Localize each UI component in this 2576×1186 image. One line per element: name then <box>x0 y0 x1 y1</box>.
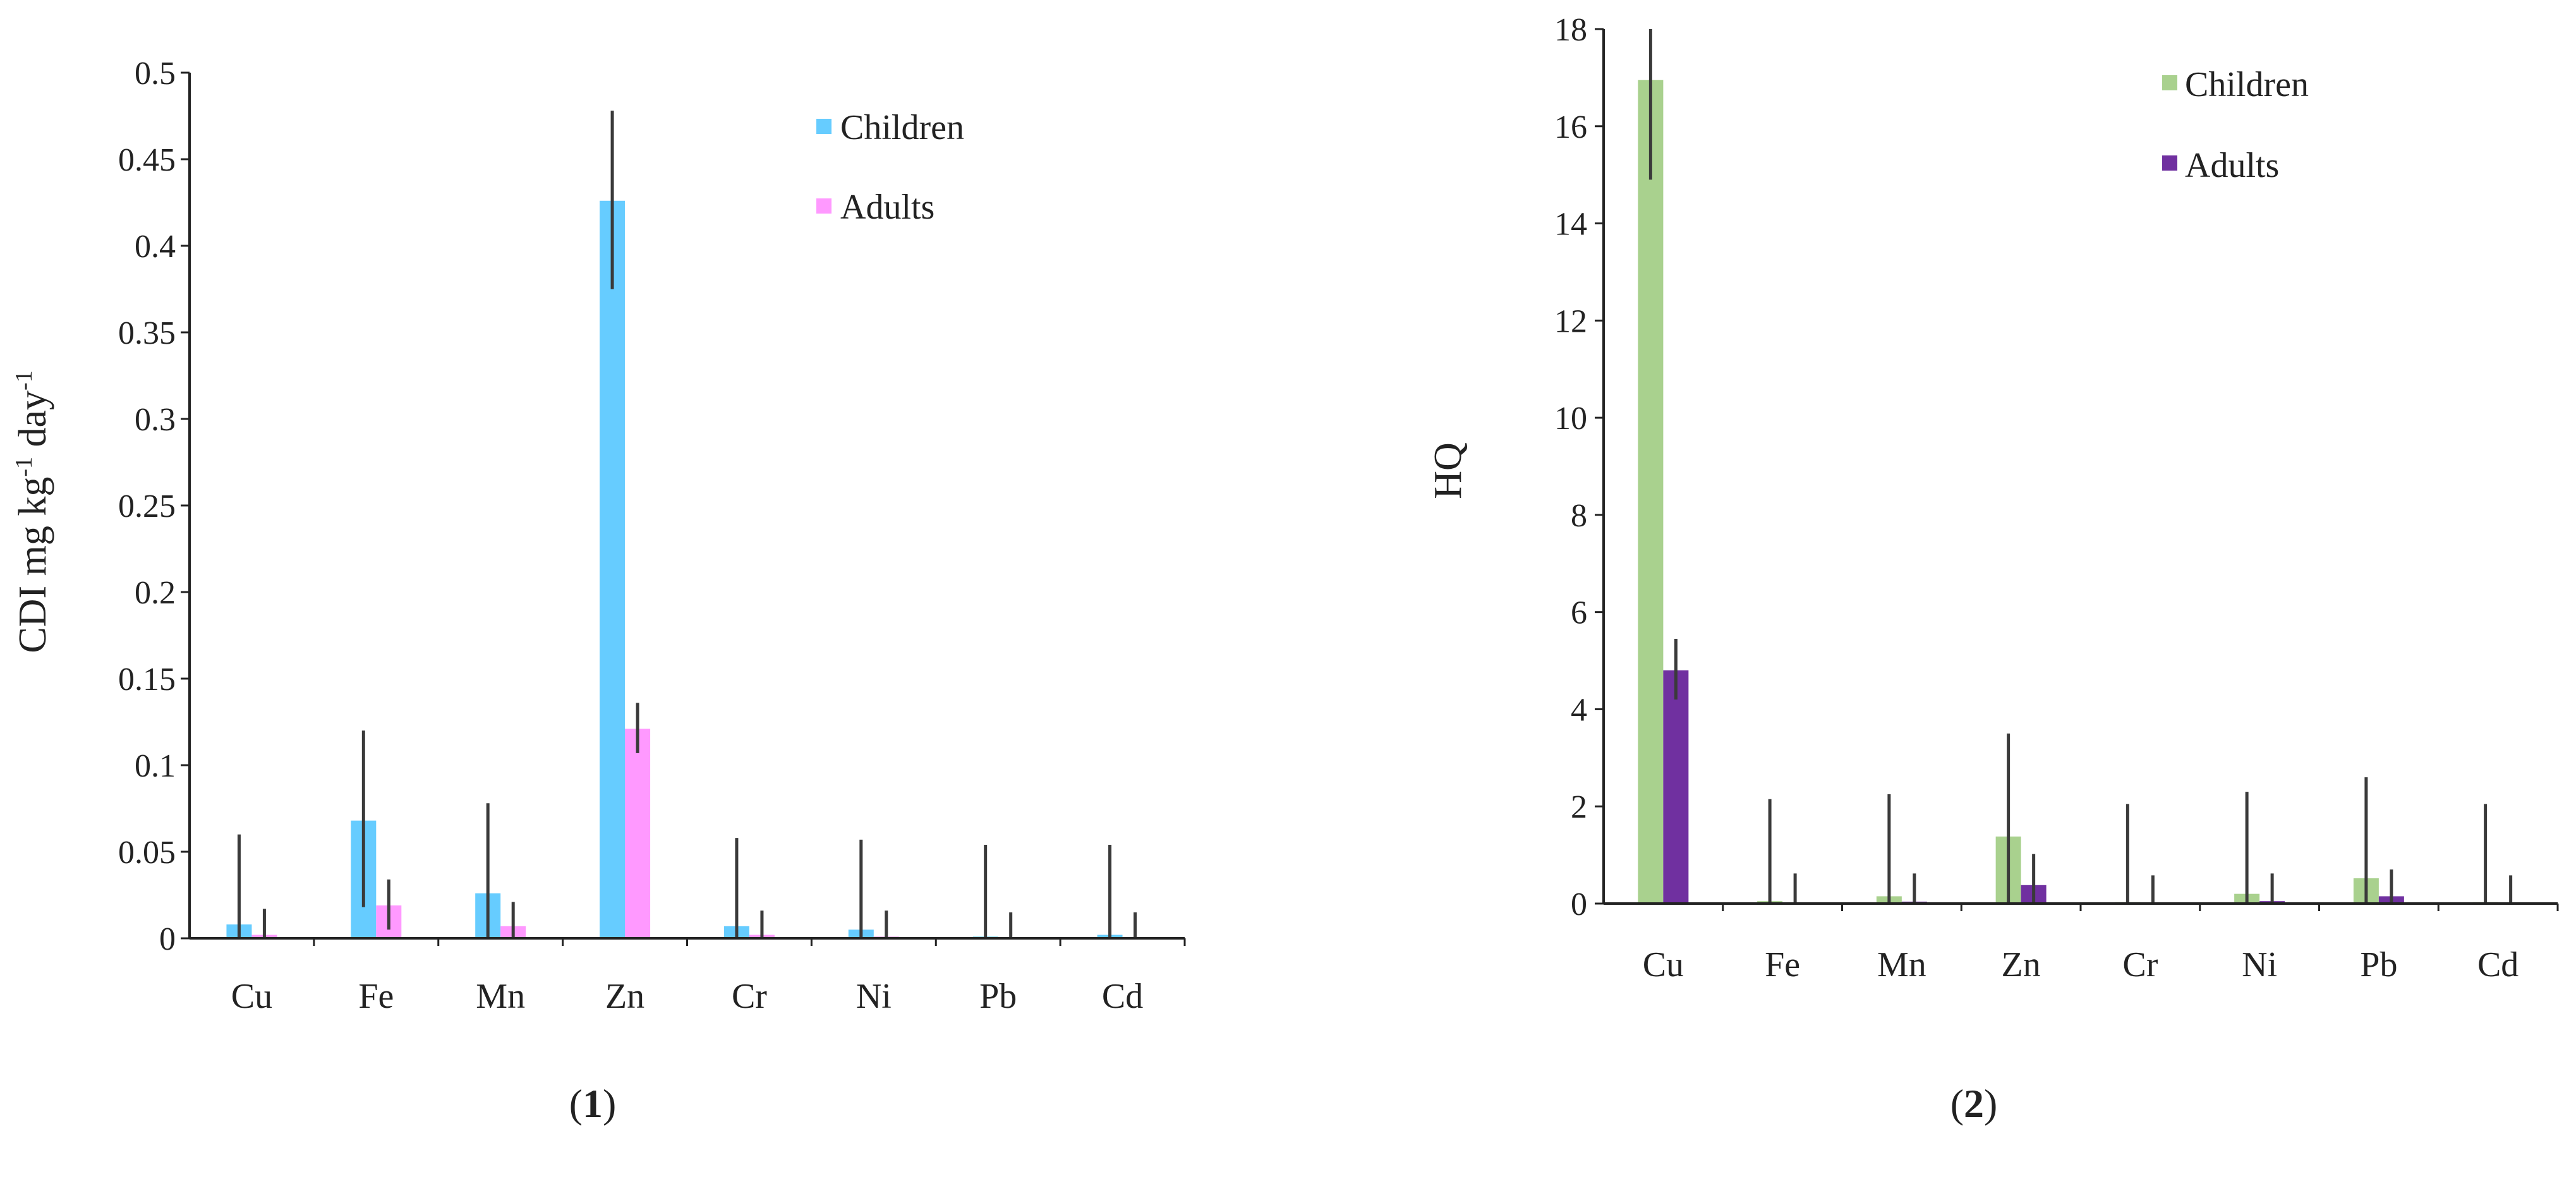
chart2-legend-label-adults: Adults <box>2185 146 2279 185</box>
chart2-bar-children-cu <box>1638 80 1664 904</box>
chart2-bar-adults-cu <box>1663 670 1689 904</box>
chart2-category-pb: Pb <box>2360 945 2397 984</box>
chart2-bars <box>1638 80 2524 904</box>
chart1-y-tick-label: 0.4 <box>135 229 176 265</box>
chart2-y-tick-label: 10 <box>1554 401 1587 437</box>
chart1-category-mn: Mn <box>476 977 525 1016</box>
chart1-legend-swatch-adults <box>816 198 831 214</box>
chart1-y-tick-label: 0.15 <box>118 662 176 698</box>
chart2-error-bars <box>1648 29 2513 904</box>
chart1-y-tick-label: 0.1 <box>135 748 176 784</box>
chart1-bar-adults-zn <box>625 729 651 938</box>
chart2-y-axis-label: HQ <box>1427 442 1470 499</box>
chart2-legend-label-children: Children <box>2185 65 2309 104</box>
chart1-legend-label-adults: Adults <box>840 188 934 227</box>
chart2-y-tick-label: 4 <box>1571 692 1587 728</box>
chart1-category-labels: Cu Fe Mn Zn Cr Ni Pb Cd <box>231 938 1186 1016</box>
chart1-category-cd: Cd <box>1102 977 1143 1016</box>
chart2-y-tick-label: 16 <box>1554 109 1587 145</box>
chart1-category-zn: Zn <box>605 977 644 1016</box>
chart1-y-axis-label: CDI mg kg-1 day-1 <box>11 370 54 653</box>
chart1-panel-label: (1) <box>569 1081 617 1126</box>
chart1-y-tick-label: 0.35 <box>118 315 176 351</box>
chart1-category-cu: Cu <box>231 977 272 1016</box>
chart1-y-tick-label: 0 <box>159 921 176 957</box>
chart2-category-fe: Fe <box>1765 945 1800 984</box>
chart2-y-tick-label: 2 <box>1571 789 1587 825</box>
chart1-legend-label-children: Children <box>840 108 964 147</box>
chart2-category-cd: Cd <box>2477 945 2519 984</box>
chart1-y-ticks: 0 0.05 0.1 0.15 0.2 0.25 0.3 0.35 0.4 0.45 0.5 <box>118 56 190 957</box>
chart2-category-mn: Mn <box>1877 945 1926 984</box>
chart-hq: 0 2 4 6 8 10 12 14 16 18 Cu Fe Mn Zn Cr Ni Pb Cd HQ Chil… <box>1427 12 2559 1126</box>
chart2-legend-swatch-children <box>2162 75 2177 90</box>
chart2-category-cr: Cr <box>2122 945 2158 984</box>
chart1-category-ni: Ni <box>856 977 892 1016</box>
chart1-y-tick-label: 0.45 <box>118 142 176 178</box>
chart2-legend: Children Adults <box>2162 65 2309 185</box>
chart1-y-tick-label: 0.2 <box>135 575 176 611</box>
chart1-y-tick-label: 0.3 <box>135 402 176 438</box>
chart1-y-tick-label: 0.05 <box>118 835 176 871</box>
chart2-y-tick-label: 6 <box>1571 595 1587 631</box>
chart1-bar-children-zn <box>600 200 626 938</box>
chart2-category-zn: Zn <box>2002 945 2041 984</box>
chart1-category-pb: Pb <box>979 977 1017 1016</box>
chart2-category-labels: Cu Fe Mn Zn Cr Ni Pb Cd <box>1643 904 2559 984</box>
chart1-category-fe: Fe <box>358 977 394 1016</box>
chart1-legend: Children Adults <box>816 108 964 227</box>
chart2-y-tick-label: 0 <box>1571 886 1587 923</box>
chart2-panel-label: (2) <box>1950 1081 1998 1126</box>
chart2-category-ni: Ni <box>2242 945 2277 984</box>
chart2-y-tick-label: 8 <box>1571 498 1587 534</box>
chart2-y-tick-label: 12 <box>1554 303 1587 339</box>
chart2-legend-swatch-adults <box>2162 155 2177 171</box>
chart-cdi: 0 0.05 0.1 0.15 0.2 0.25 0.3 0.35 0.4 0.45 0.5 Cu F… <box>11 56 1186 1126</box>
chart2-y-ticks: 0 2 4 6 8 10 12 14 16 18 <box>1554 12 1604 923</box>
chart2-y-tick-label: 14 <box>1554 207 1587 243</box>
chart1-category-cr: Cr <box>732 977 767 1016</box>
chart1-y-tick-label: 0.25 <box>118 488 176 524</box>
chart1-y-tick-label: 0.5 <box>135 56 176 92</box>
chart1-legend-swatch-children <box>816 119 831 134</box>
chart2-category-cu: Cu <box>1643 945 1684 984</box>
chart1-error-bars <box>237 111 1137 938</box>
chart2-y-tick-label: 18 <box>1554 12 1587 48</box>
chart1-bars <box>226 200 1148 938</box>
